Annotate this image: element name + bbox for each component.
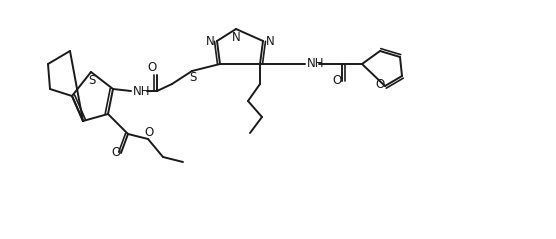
Text: N: N — [266, 34, 274, 48]
Text: N: N — [206, 34, 215, 48]
Text: O: O — [145, 126, 153, 140]
Text: O: O — [111, 146, 121, 158]
Text: O: O — [147, 60, 157, 74]
Text: O: O — [375, 77, 385, 91]
Text: N: N — [232, 31, 240, 43]
Text: NH: NH — [307, 56, 325, 70]
Text: S: S — [189, 71, 197, 83]
Text: O: O — [332, 74, 341, 87]
Text: NH: NH — [133, 85, 151, 98]
Text: S: S — [88, 74, 96, 87]
